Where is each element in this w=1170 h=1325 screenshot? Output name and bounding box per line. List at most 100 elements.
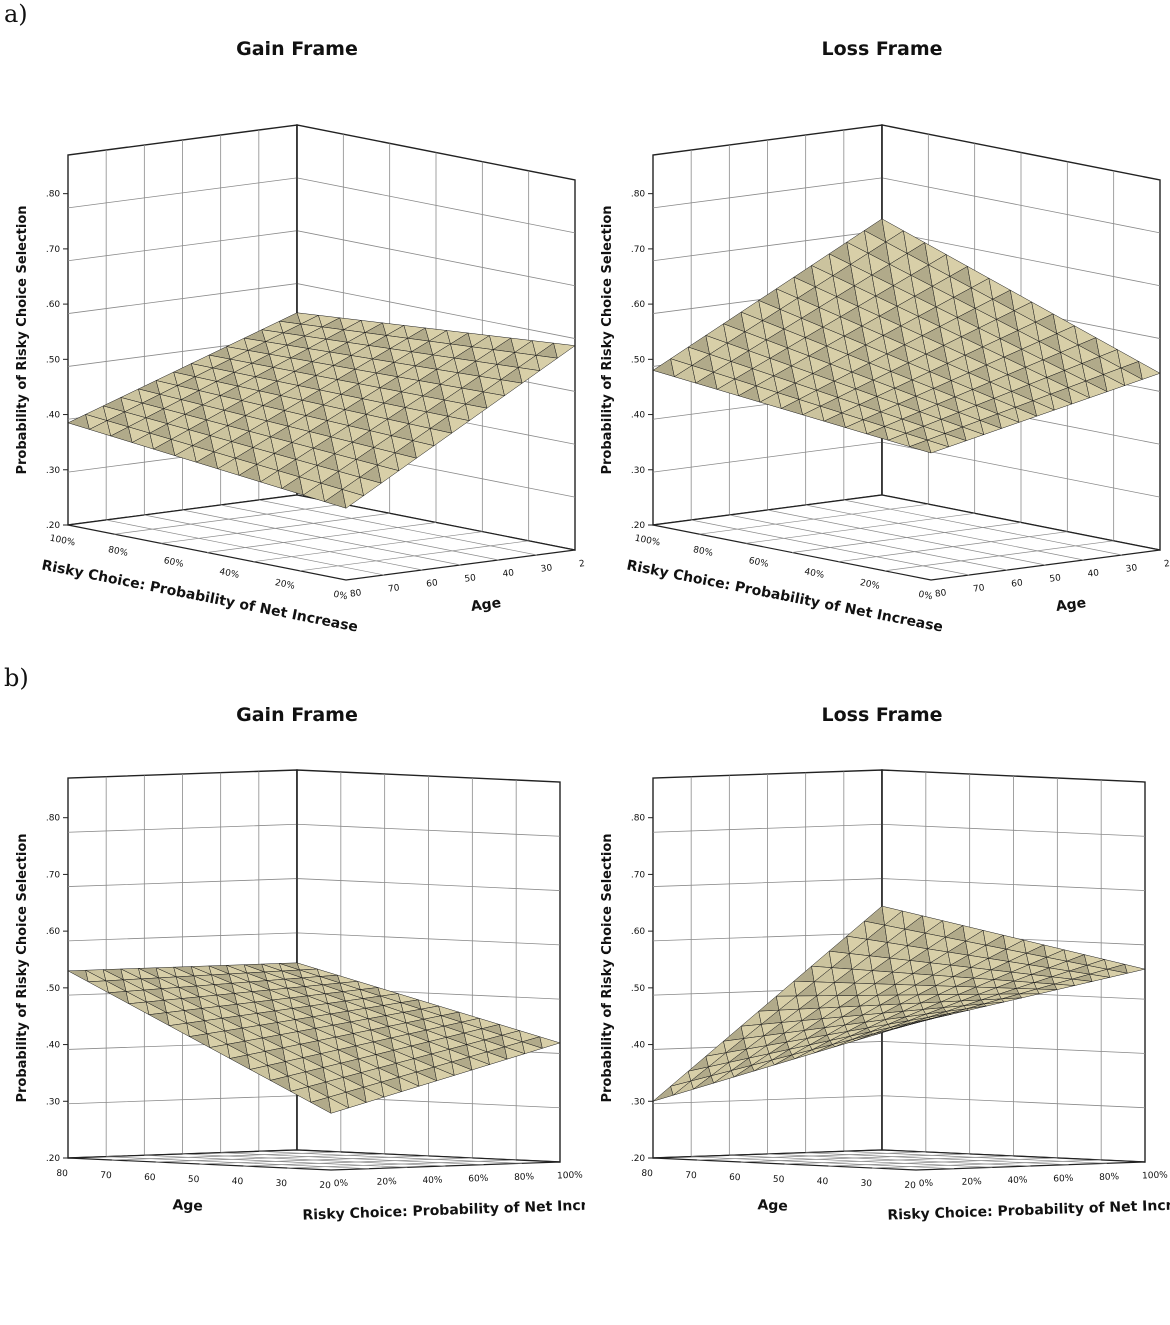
floor-right-tick-label: 30 — [540, 563, 553, 574]
floor-right-tick-label: 0% — [919, 1179, 934, 1190]
floor-left-tick-label: 60% — [748, 556, 770, 570]
floor-right-tick-label: 20 — [578, 558, 585, 569]
floor-right-tick-label: 40% — [422, 1175, 443, 1186]
z-tick-label: .80 — [46, 190, 61, 200]
floor-grid-line — [111, 1151, 341, 1161]
z-tick-label: .20 — [46, 521, 61, 531]
floor-left-axis-label: Age — [172, 1197, 203, 1214]
floor-grid-line — [699, 503, 929, 535]
floor-right-tick-label: 0% — [334, 1179, 349, 1190]
surface-facet — [1018, 993, 1040, 999]
floor-left-tick-label: 80% — [107, 545, 129, 559]
surface-facet — [451, 1061, 473, 1076]
floor-grid-line — [253, 531, 483, 563]
surface-facet — [1089, 973, 1110, 982]
chart-b-gain-frame: Gain Frame .20 .30 .40 .50 .60 .70 .80 Probabili… — [15, 704, 585, 1224]
z-tick-label: .70 — [631, 245, 646, 255]
surface — [67, 962, 561, 1114]
surface-facet — [979, 420, 1003, 435]
floor-left-tick-label: 100% — [634, 534, 662, 549]
floor-right-tick-label: 80% — [1099, 1172, 1120, 1183]
surface-facet — [363, 1086, 385, 1103]
surface-facet — [1032, 400, 1055, 417]
floor-left-tick-label: 70 — [100, 1171, 112, 1182]
surface-facet — [926, 439, 950, 454]
z-tick-label: .80 — [631, 190, 646, 200]
z-tick-label: .30 — [46, 1097, 61, 1107]
z-tick-label: .30 — [631, 466, 646, 476]
floor-grid-line — [287, 1159, 517, 1169]
floor-left-tick-label: 40% — [218, 567, 240, 581]
floor-right-tick-label: 20 — [1163, 558, 1170, 569]
surface-facet — [539, 1036, 561, 1049]
floor-grid-line — [872, 1159, 1102, 1169]
floor-left-tick-label: 40% — [803, 567, 825, 581]
floor-right-tick-label: 40% — [1007, 1175, 1028, 1186]
floor-grid-line — [243, 1157, 473, 1167]
floor-grid-line — [745, 512, 975, 544]
z-axis-label: Probability of Risky Choice Selection — [15, 205, 30, 474]
z-tick-label: .40 — [46, 1041, 61, 1051]
floor-left-tick-label: 80% — [692, 545, 714, 559]
surface — [67, 312, 576, 509]
floor-right-tick-label: 60 — [1011, 578, 1024, 589]
surface-facet — [965, 1005, 987, 1011]
surface-facet — [1014, 406, 1038, 423]
z-tick-label: .60 — [46, 300, 61, 310]
floor-left-tick-label: 40 — [816, 1177, 828, 1188]
floor-left-tick-label: 70 — [685, 1171, 697, 1182]
floor-right-tick-label: 50 — [464, 573, 477, 584]
surface-facet — [359, 476, 382, 497]
z-tick-label: .30 — [46, 466, 61, 476]
floor-left-axis-label: Age — [757, 1197, 788, 1214]
z-tick-label: .60 — [631, 300, 646, 310]
floor-right-tick-label: 60% — [1053, 1174, 1074, 1185]
z-tick-label: .30 — [631, 1097, 646, 1107]
floor-left-tick-label: 0% — [332, 590, 348, 603]
floor-grid-line — [784, 1155, 1014, 1165]
floor-left-tick-label: 60% — [163, 556, 185, 570]
floor-left-tick-label: 20% — [274, 578, 296, 592]
floor-grid-line — [791, 522, 1022, 553]
z-axis-label: Probability of Risky Choice Selection — [600, 833, 615, 1102]
floor-left-tick-label: 20% — [859, 578, 881, 592]
chart-a-gain-frame: Gain Frame .20 .30 .40 .50 .60 .70 .80 Probabili… — [15, 38, 585, 636]
surface-facet — [1050, 393, 1073, 411]
z-axis-label: Probability of Risky Choice Selection — [15, 833, 30, 1102]
surface-facet — [997, 413, 1020, 429]
floor-left-tick-label: 100% — [49, 534, 77, 549]
surface-facet — [328, 1096, 350, 1114]
surface-facet — [1000, 997, 1022, 1003]
floor-grid-line — [114, 503, 344, 535]
floor-right-axis-label: Age — [1055, 595, 1087, 615]
panel-label-a: a) — [4, 0, 28, 28]
z-tick-label: .40 — [46, 411, 61, 421]
floor-right-tick-label: 80% — [514, 1172, 535, 1183]
chart-a-loss-frame: Loss Frame .20 .30 .40 .50 .60 .70 .80 Probabili… — [600, 38, 1170, 636]
surface-facet — [500, 379, 523, 397]
surface-facet — [412, 440, 435, 459]
floor-right-tick-label: 60 — [426, 578, 439, 589]
z-axis-label: Probability of Risky Choice Selection — [600, 205, 615, 474]
surface-facet — [553, 342, 576, 359]
surface-facet — [944, 433, 968, 448]
z-tick-label: .80 — [46, 814, 61, 824]
floor-grid-line — [696, 1151, 926, 1161]
chart-title: Loss Frame — [821, 38, 942, 60]
floor-grid-line — [199, 1155, 429, 1165]
z-tick-label: .20 — [631, 1154, 646, 1164]
surface-facet — [1085, 380, 1108, 399]
surface-facet — [962, 426, 985, 442]
surface-facet — [1120, 367, 1144, 386]
z-tick-label: .40 — [631, 411, 646, 421]
floor-right-tick-label: 80 — [934, 588, 947, 599]
floor-right-tick-label: 20% — [377, 1177, 398, 1188]
surface-facet — [394, 452, 418, 472]
surface — [652, 905, 1146, 1102]
floor-left-tick-label: 60 — [144, 1173, 156, 1184]
surface-facet — [341, 489, 365, 509]
surface-facet — [521, 1041, 544, 1055]
floor-right-tick-label: 60% — [468, 1174, 489, 1185]
z-tick-label: .70 — [46, 870, 61, 880]
surface-facet — [1106, 968, 1128, 978]
